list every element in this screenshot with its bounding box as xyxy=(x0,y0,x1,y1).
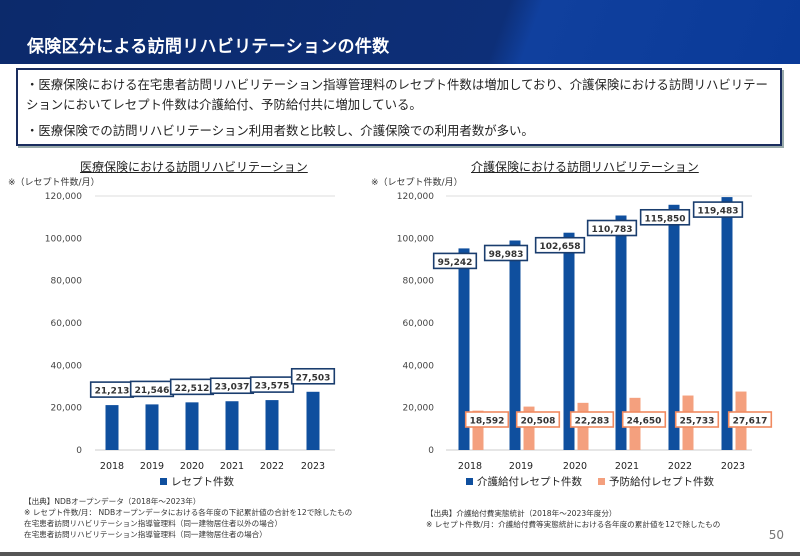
x-tick-label: 2022 xyxy=(260,461,284,472)
data-label: 95,242 xyxy=(438,258,473,268)
y-tick-label: 40,000 xyxy=(51,361,83,371)
data-label: 102,658 xyxy=(540,242,581,252)
x-tick-label: 2019 xyxy=(140,461,164,472)
data-label-box xyxy=(692,201,744,218)
summary-box: ・医療保険における在宅患者訪問リハビリテーション指導管理料のレセプト件数は増加し… xyxy=(16,68,782,146)
bar xyxy=(523,406,535,450)
x-tick-label: 2022 xyxy=(668,461,692,472)
x-tick-label: 2023 xyxy=(721,461,745,472)
y-tick-label: 120,000 xyxy=(397,192,434,202)
data-label-box xyxy=(483,244,529,262)
data-label: 21,213 xyxy=(95,387,130,397)
data-label: 110,783 xyxy=(592,225,633,235)
data-label-box xyxy=(621,411,667,428)
page-title: 保険区分による訪問リハビリテーションの件数 xyxy=(27,37,390,57)
title-bar: 保険区分による訪問リハビリテーションの件数 xyxy=(0,0,800,64)
data-label: 23,037 xyxy=(215,383,250,393)
note-line: 在宅患者訪問リハビリテーション指導管理料（同一建物居住者の場合） xyxy=(24,530,267,539)
note-line: 在宅患者訪問リハビリテーション指導管理料（同一建物居住者以外の場合） xyxy=(24,519,283,528)
bar xyxy=(509,240,521,450)
data-label: 21,546 xyxy=(135,386,170,396)
legend-swatch xyxy=(466,478,473,485)
data-label: 22,512 xyxy=(175,384,210,394)
note-line: 【出典】介護給付費実態統計（2018年～2023年度分） xyxy=(426,509,617,518)
right-source-notes: 【出典】介護給付費実態統計（2018年～2023年度分） ※ レセプト件数/月：… xyxy=(426,508,720,530)
y-tick-label: 80,000 xyxy=(403,277,435,287)
bar xyxy=(721,197,733,450)
x-tick-label: 2021 xyxy=(220,461,244,472)
data-label: 98,983 xyxy=(489,250,524,260)
y-tick-label: 100,000 xyxy=(45,234,82,244)
data-label-box xyxy=(534,236,586,254)
y-tick-label: 20,000 xyxy=(51,404,83,414)
page-number: 50 xyxy=(768,528,784,542)
data-label: 23,575 xyxy=(255,382,290,392)
bar xyxy=(265,400,279,450)
y-tick-label: 20,000 xyxy=(403,404,435,414)
footer-line xyxy=(0,552,800,556)
x-tick-label: 2018 xyxy=(100,461,124,472)
legend-label: 介護給付レセプト件数 xyxy=(477,475,582,488)
right-chart: 0 20,000 40,000 60,000 80,000 100,000 120,000 2… xyxy=(397,192,773,488)
bar xyxy=(668,204,680,450)
data-label: 27,503 xyxy=(296,373,331,383)
summary-bullet: ・医療保険での訪問リハビリテーション利用者数と比較し、介護保険での利用者数が多い… xyxy=(26,123,534,138)
data-label-box xyxy=(639,208,691,226)
left-source-notes: 【出典】NDBオープンデータ（2018年～2023年） ※ レセプト件数/月： … xyxy=(24,496,352,540)
right-chart-unit: ※（レセプト件数/月） xyxy=(371,178,463,188)
y-tick-label: 0 xyxy=(428,446,434,456)
data-label-box xyxy=(249,376,295,393)
data-label-box xyxy=(674,411,720,428)
note-line: 【出典】NDBオープンデータ（2018年～2023年） xyxy=(24,497,201,506)
summary-bullet: ・医療保険における在宅患者訪問リハビリテーション指導管理料のレセプト件数は増加し… xyxy=(26,77,768,112)
x-tick-label: 2020 xyxy=(563,461,587,472)
data-label-box xyxy=(515,411,561,428)
bar xyxy=(306,391,320,450)
data-label: 22,283 xyxy=(575,417,610,427)
note-line: ※ レセプト件数/月：介護給付費等実態統計における各年度の累計値を12で除したも… xyxy=(426,520,721,529)
y-tick-label: 60,000 xyxy=(403,319,435,329)
x-tick-label: 2021 xyxy=(615,461,639,472)
y-tick-label: 40,000 xyxy=(403,361,435,371)
data-label-box xyxy=(464,411,510,428)
data-label: 24,650 xyxy=(627,417,662,427)
x-tick-label: 2020 xyxy=(180,461,204,472)
left-chart-unit: ※（レセプト件数/月） xyxy=(8,178,100,188)
y-tick-label: 100,000 xyxy=(397,234,434,244)
data-label: 115,850 xyxy=(645,214,686,224)
y-tick-label: 60,000 xyxy=(51,319,83,329)
left-chart-title: 医療保険における訪問リハビリテーション xyxy=(80,160,308,174)
data-label-box xyxy=(727,411,773,428)
legend-label: レセプト件数 xyxy=(171,475,234,488)
x-tick-label: 2019 xyxy=(509,461,533,472)
bar xyxy=(185,402,199,450)
data-label: 119,483 xyxy=(698,207,739,217)
x-tick-label: 2023 xyxy=(301,461,325,472)
y-tick-label: 0 xyxy=(76,446,82,456)
data-label: 27,617 xyxy=(733,417,768,427)
legend-label: 予防給付レセプト件数 xyxy=(609,475,714,488)
data-label-box xyxy=(586,219,638,237)
right-chart-title: 介護保険における訪問リハビリテーション xyxy=(471,160,699,174)
x-tick-label: 2018 xyxy=(458,461,482,472)
bar xyxy=(105,405,119,450)
data-label: 20,508 xyxy=(521,417,556,427)
legend-swatch xyxy=(598,478,605,485)
bar xyxy=(458,248,470,450)
bar xyxy=(225,401,239,450)
data-label-box xyxy=(432,252,478,270)
data-label-box xyxy=(290,367,336,385)
bar xyxy=(563,232,575,450)
data-label: 18,592 xyxy=(470,417,505,427)
data-label: 25,733 xyxy=(680,417,715,427)
y-tick-label: 120,000 xyxy=(45,192,82,202)
note-line: ※ レセプト件数/月： NDBオープンデータにおける各年度の下記累計値の合計を1… xyxy=(24,508,353,517)
left-chart: 0 20,000 40,000 60,000 80,000 100,000 120,000 2… xyxy=(45,192,336,488)
y-tick-label: 80,000 xyxy=(51,277,83,287)
bar xyxy=(615,215,627,450)
bar xyxy=(472,410,484,450)
legend-swatch xyxy=(160,478,167,485)
bar xyxy=(145,404,159,450)
data-label-box xyxy=(569,411,615,428)
